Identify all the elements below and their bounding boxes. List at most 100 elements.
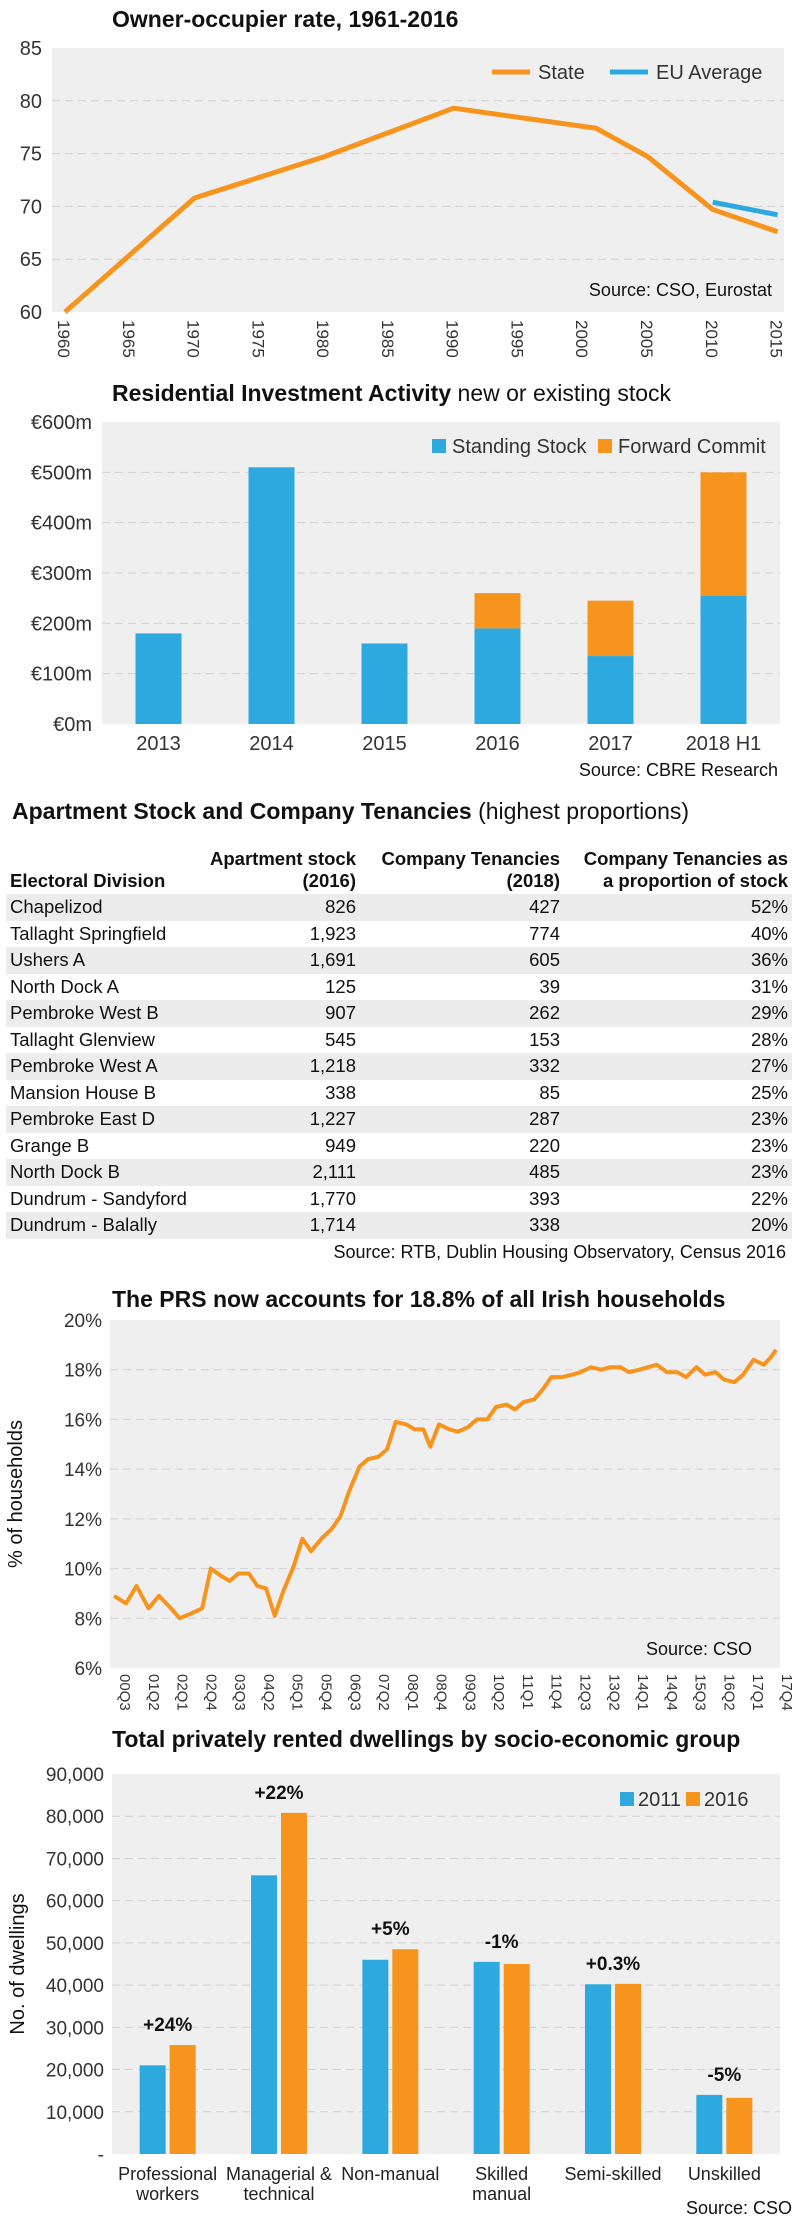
legend-swatch [620, 1792, 634, 1806]
table-row: Pembroke West B 907 262 29% [6, 1000, 792, 1027]
x-tick-label: 1980 [313, 320, 332, 358]
x-tick-label: 13Q2 [605, 1674, 622, 1711]
table-title: Apartment Stock and Company Tenancies (h… [12, 798, 689, 825]
bar [474, 628, 521, 724]
x-tick-label: 02Q4 [202, 1674, 219, 1711]
cell-division: Tallaght Springfield [10, 922, 167, 944]
owner-occupier-chart: Owner-occupier rate, 1961-2016 60 65 70 75 8… [0, 0, 800, 370]
x-tick-label: 2015 [767, 320, 786, 358]
cell-company-tenancies: 85 [539, 1081, 560, 1103]
bar [392, 1949, 419, 2154]
y-tick-label: 10% [64, 1560, 102, 1581]
cell-company-tenancies: 485 [529, 1161, 560, 1182]
chart-source: Source: CSO [646, 1639, 752, 1659]
y-axis-label: % of households [5, 1420, 27, 1568]
y-tick-label: €600m [31, 412, 92, 434]
x-tick-label: 00Q3 [116, 1674, 133, 1711]
plot-area [52, 48, 784, 312]
bar [135, 633, 182, 724]
x-tick-label: 1995 [507, 320, 526, 358]
y-axis-label: No. of dwellings [7, 1893, 29, 2034]
chart-title: The PRS now accounts for 18.8% of all Ir… [112, 1286, 726, 1312]
series-line [712, 199, 779, 218]
cell-division: Pembroke West B [10, 1002, 159, 1023]
change-annotation: +24% [143, 2015, 192, 2036]
table-row: North Dock B 2,111 485 23% [6, 1159, 792, 1186]
cell-proportion: 25% [750, 1081, 788, 1103]
cell-division: Pembroke West A [10, 1055, 158, 1076]
cell-division: Tallaght Glenview [10, 1028, 155, 1050]
series-line [63, 105, 779, 314]
x-tick-label: 2014 [249, 733, 294, 755]
y-tick-label: - [98, 2145, 104, 2166]
legend-label: Forward Commit [618, 436, 766, 458]
col-header-company-tenancies: Company Tenancies (2018) [381, 848, 560, 891]
cell-proportion: 28% [750, 1028, 788, 1050]
bar [587, 600, 634, 657]
cell-proportion: 40% [750, 922, 788, 944]
bar [615, 1983, 641, 2154]
legend-label: 2016 [704, 1789, 749, 1811]
y-tick-label: 10,000 [46, 2103, 104, 2124]
table-row: Mansion House B 338 85 25% [6, 1080, 792, 1107]
table-row: Grange B 949 220 23% [6, 1133, 792, 1160]
y-tick-label: 18% [64, 1361, 102, 1382]
cell-apartment-stock: 545 [325, 1028, 356, 1050]
table-row: Ushers A 1,691 605 36% [6, 947, 792, 974]
x-tick-label: 1960 [54, 320, 73, 358]
x-tick-label: 2005 [637, 320, 656, 358]
col-header-apartment-stock: Apartment stock (2016) [210, 848, 356, 891]
x-tick-label: 2017 [588, 733, 633, 755]
x-tick-label: 2016 [475, 733, 520, 755]
cell-company-tenancies: 605 [529, 949, 560, 970]
cell-division: Pembroke East D [10, 1108, 155, 1129]
cell-division: Dundrum - Balally [10, 1214, 158, 1235]
cell-company-tenancies: 262 [529, 1002, 560, 1023]
x-tick-label: 08Q1 [404, 1674, 421, 1711]
x-tick-label: 11Q4 [548, 1674, 565, 1710]
x-tick-label: 17Q4 [778, 1674, 795, 1711]
bar [726, 2097, 753, 2154]
legend-label: EU Average [656, 62, 762, 84]
table-source: Source: RTB, Dublin Housing Observatory,… [333, 1242, 786, 1262]
y-tick-label: 65 [20, 249, 42, 271]
legend-label: 2011 [638, 1789, 681, 1811]
cell-division: North Dock B [10, 1161, 121, 1182]
x-tick-label: 12Q3 [577, 1674, 594, 1711]
legend-swatch [686, 1792, 700, 1806]
x-tick-label: 09Q3 [461, 1674, 478, 1711]
cell-company-tenancies: 153 [529, 1028, 560, 1050]
bar [503, 1964, 530, 2154]
y-tick-label: 70 [20, 196, 42, 218]
owner-occupier-plot: 60 65 70 75 80 85 1960 1965 1970 1975 1980 1985 1990… [20, 38, 786, 358]
apartment-table: Electoral Division Apartment stock (2016… [6, 832, 792, 1239]
y-tick-label: 60 [20, 302, 42, 324]
x-tick-label: Professional workers [118, 2164, 217, 2204]
table-row: Tallaght Springfield 1,923 774 40% [6, 921, 792, 948]
cell-apartment-stock: 125 [325, 975, 356, 997]
change-annotation: +5% [371, 1919, 410, 1940]
table-row: Dundrum - Sandyford 1,770 393 22% [6, 1186, 792, 1213]
x-tick-label: 15Q3 [692, 1674, 709, 1711]
cell-apartment-stock: 1,770 [309, 1187, 356, 1209]
cell-apartment-stock: 338 [325, 1081, 356, 1103]
cell-proportion: 23% [750, 1134, 788, 1156]
chart-title-main: Residential Investment Activity [112, 380, 452, 406]
x-tick-label: Managerial & technical [226, 2164, 332, 2204]
cell-proportion: 31% [750, 975, 788, 997]
x-tick-label: 02Q1 [174, 1674, 191, 1711]
y-tick-label: 90,000 [46, 1765, 104, 1786]
y-tick-label: 30,000 [46, 2018, 104, 2039]
chart-title: Total privately rented dwellings by soci… [112, 1726, 741, 1752]
plot-area [112, 1774, 780, 2154]
table-row: Tallaght Glenview 545 153 28% [6, 1027, 792, 1054]
cell-division: Ushers A [10, 949, 86, 970]
cell-company-tenancies: 332 [529, 1055, 560, 1076]
cell-company-tenancies: 338 [529, 1214, 560, 1235]
cell-apartment-stock: 1,227 [309, 1108, 356, 1129]
cell-company-tenancies: 774 [529, 922, 560, 944]
bar [474, 593, 521, 629]
y-tick-label: 14% [64, 1460, 102, 1481]
y-tick-label: 8% [75, 1609, 103, 1630]
x-tick-label: 1990 [443, 320, 462, 358]
